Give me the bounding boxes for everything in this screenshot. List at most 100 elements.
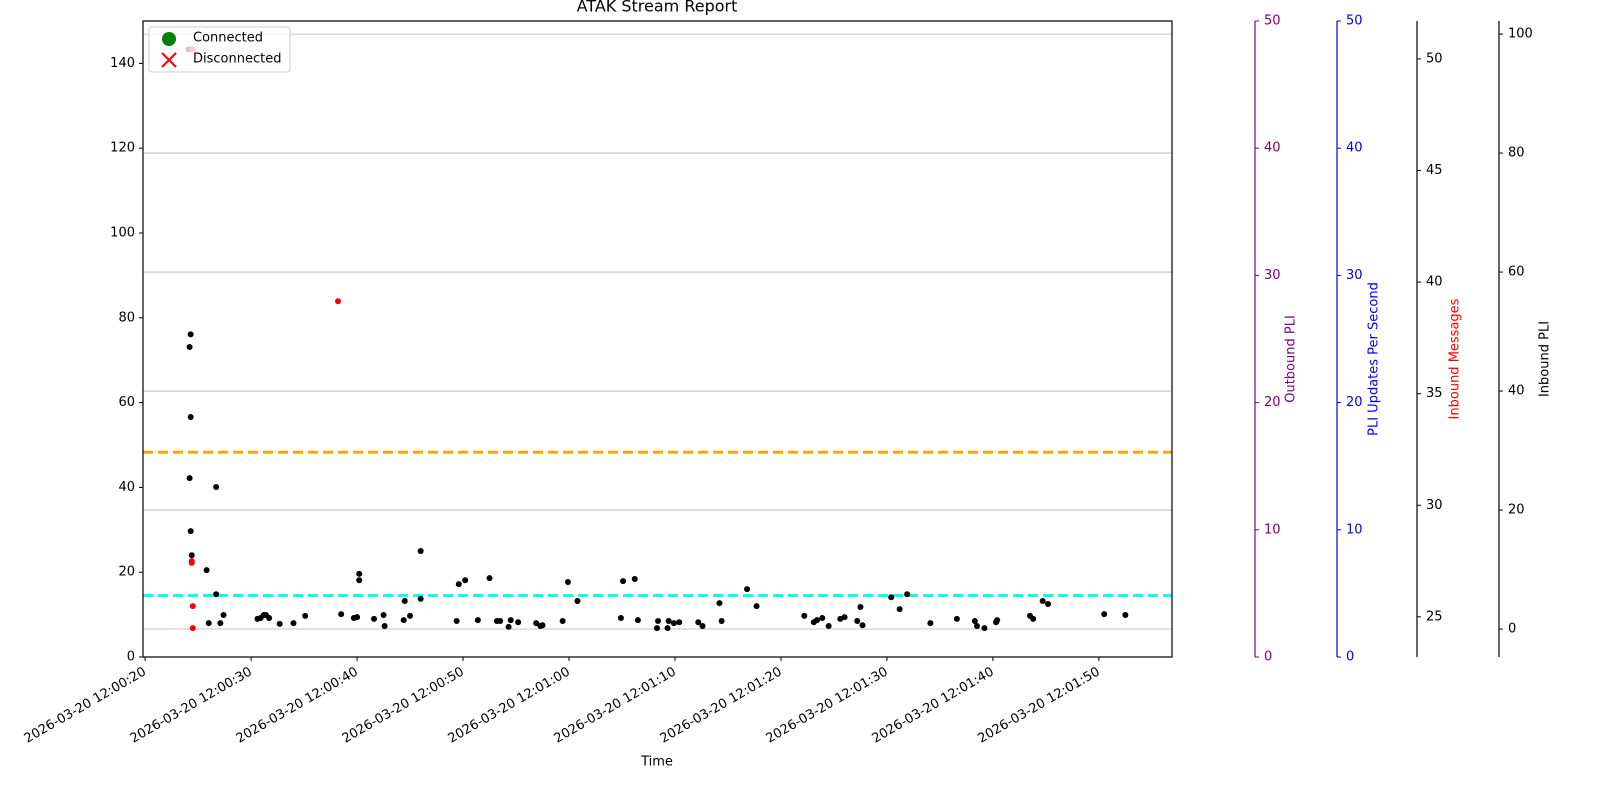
- point: [205, 620, 212, 627]
- y-tick-label: 140: [110, 56, 135, 71]
- chart-title: ATAK Stream Report: [577, 0, 738, 16]
- point: [896, 606, 903, 613]
- point: [497, 617, 504, 624]
- y-tick-label: 30: [1346, 268, 1363, 283]
- point: [655, 617, 662, 624]
- y-tick-label: 60: [118, 395, 135, 410]
- point: [213, 483, 220, 490]
- y-tick-label: 0: [127, 650, 135, 665]
- point: [400, 617, 407, 624]
- legend-marker: [161, 52, 177, 68]
- point: [753, 603, 760, 610]
- y-tick-label: 40: [1508, 384, 1525, 399]
- point: [1101, 611, 1108, 618]
- point: [574, 598, 581, 605]
- point: [486, 575, 493, 582]
- y-tick-label: 100: [1508, 27, 1533, 42]
- point: [801, 612, 808, 619]
- point: [213, 591, 220, 598]
- y-tick-label: 40: [1264, 141, 1281, 156]
- point: [904, 591, 911, 598]
- point: [188, 552, 195, 559]
- y-axis-label: Inbound PLI: [1538, 321, 1553, 397]
- point: [559, 617, 566, 624]
- y-tick-label: 80: [118, 310, 135, 325]
- point: [401, 598, 408, 605]
- point: [927, 620, 934, 627]
- point: [220, 612, 227, 619]
- point: [507, 617, 514, 624]
- y-axis-label: Outbound PLI: [1284, 315, 1299, 403]
- point: [854, 617, 861, 624]
- point: [888, 594, 895, 601]
- point: [974, 623, 981, 630]
- y-tick-label: 120: [110, 141, 135, 156]
- point: [417, 548, 424, 554]
- point: [653, 625, 660, 632]
- point: [187, 528, 194, 535]
- point: [474, 617, 481, 624]
- point: [744, 586, 751, 593]
- y-tick-label: 30: [1264, 268, 1281, 283]
- point: [302, 612, 309, 619]
- point: [417, 595, 424, 602]
- point: [718, 617, 725, 624]
- y-tick-label: 25: [1426, 609, 1443, 624]
- y-tick-label: 60: [1508, 265, 1525, 280]
- point: [338, 611, 345, 618]
- y-tick-label: 80: [1508, 146, 1525, 161]
- y-tick-label: 20: [1508, 503, 1525, 518]
- point: [203, 567, 210, 574]
- y-axis-label: PLI Updates Per Second: [1367, 282, 1382, 436]
- point: [217, 620, 224, 627]
- point: [266, 614, 273, 621]
- point: [354, 614, 361, 621]
- point: [1045, 601, 1052, 607]
- point: [676, 619, 683, 626]
- point: [455, 581, 462, 588]
- y-tick-label: 0: [1264, 650, 1272, 665]
- y-tick-label: 45: [1426, 163, 1443, 178]
- y-tick-label: 40: [1426, 275, 1443, 290]
- point: [634, 617, 641, 624]
- point: [664, 625, 671, 632]
- point: [189, 603, 196, 610]
- point: [407, 612, 414, 619]
- point: [533, 620, 540, 627]
- y-tick-label: 0: [1508, 622, 1516, 637]
- point: [187, 331, 194, 338]
- legend-marker: [162, 32, 176, 46]
- point: [380, 612, 387, 619]
- point: [620, 578, 627, 585]
- y-tick-label: 10: [1346, 522, 1363, 537]
- y-tick-label: 40: [118, 480, 135, 495]
- point: [290, 620, 297, 627]
- point: [505, 623, 512, 630]
- point: [699, 623, 706, 630]
- x-axis-label: Time: [640, 755, 673, 770]
- y-tick-label: 20: [1264, 395, 1281, 410]
- point: [188, 559, 195, 566]
- point: [841, 614, 848, 621]
- point: [371, 615, 378, 622]
- point: [462, 577, 469, 584]
- point: [334, 298, 341, 305]
- y-tick-label: 0: [1346, 650, 1354, 665]
- y-axis-label: Inbound Messages: [1448, 298, 1463, 419]
- point: [186, 344, 193, 351]
- y-tick-label: 35: [1426, 386, 1443, 401]
- point: [564, 578, 571, 585]
- y-tick-label: 20: [118, 565, 135, 580]
- point: [981, 625, 988, 632]
- y-tick-label: 100: [110, 226, 135, 241]
- y-tick-label: 10: [1264, 522, 1281, 537]
- point: [994, 617, 1001, 624]
- point: [187, 414, 194, 421]
- point: [356, 570, 363, 577]
- point: [971, 617, 978, 624]
- legend-box: [148, 26, 291, 73]
- y-tick-label: 50: [1264, 14, 1281, 29]
- point: [631, 575, 638, 582]
- point: [453, 617, 460, 624]
